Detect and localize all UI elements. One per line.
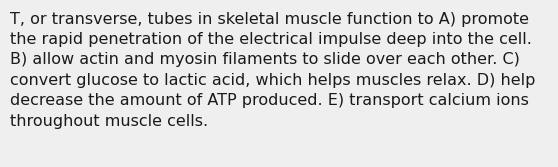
Text: T, or transverse, tubes in skeletal muscle function to A) promote
the rapid pene: T, or transverse, tubes in skeletal musc… <box>10 12 536 129</box>
